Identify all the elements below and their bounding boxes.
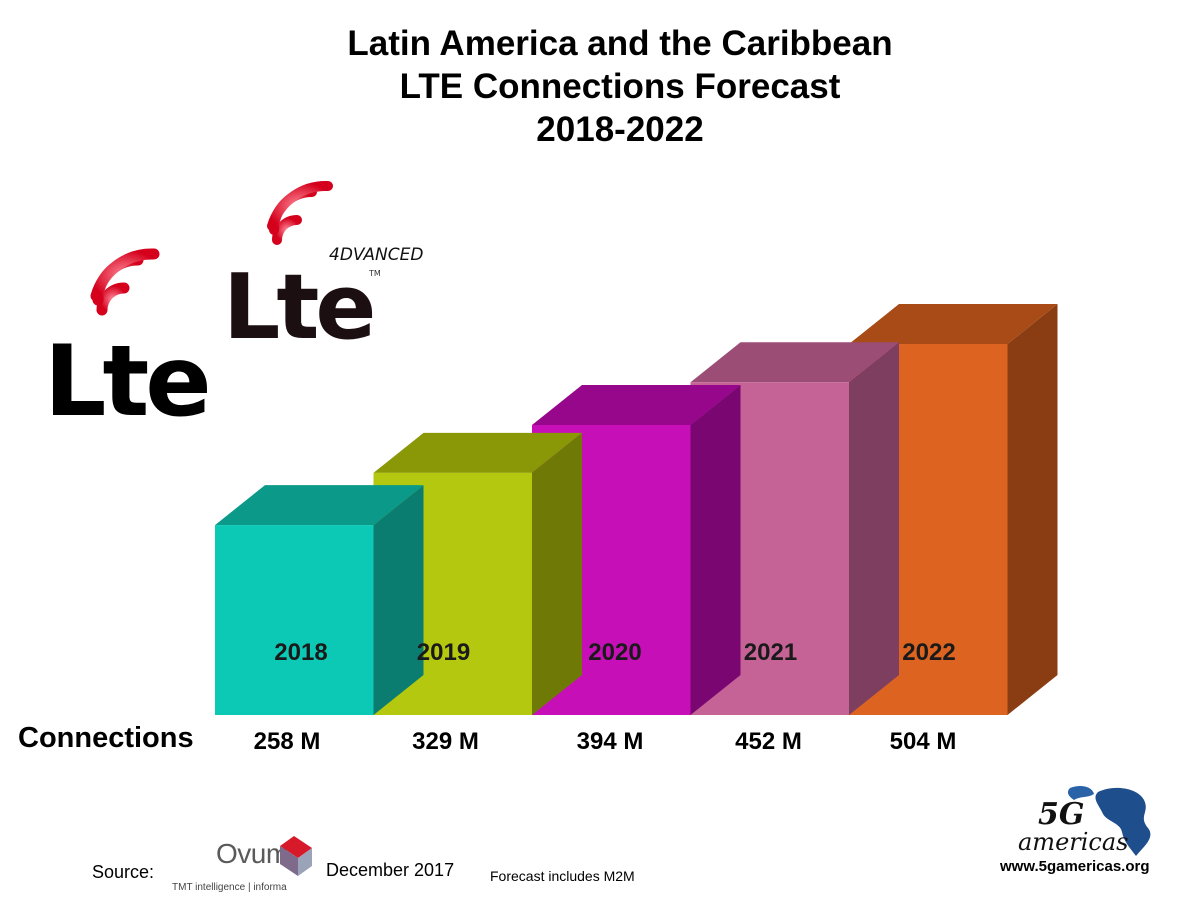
bar-top-face bbox=[849, 304, 1058, 345]
year-label-2019: 2019 bbox=[417, 639, 470, 666]
bar-front-face bbox=[215, 525, 374, 715]
value-label-2022: 504 M bbox=[890, 728, 957, 755]
year-label-2022: 2022 bbox=[902, 639, 955, 666]
value-label-2020: 394 M bbox=[577, 728, 644, 755]
bar-2018 bbox=[215, 485, 424, 715]
svg-text:5G: 5G bbox=[1038, 797, 1085, 832]
ovum-mark-icon bbox=[280, 836, 312, 876]
lte-advanced-logo: 4DVANCED Lte TM bbox=[223, 180, 423, 360]
year-label-2018: 2018 bbox=[274, 639, 327, 666]
forecast-note: Forecast includes M2M bbox=[490, 868, 635, 884]
ovum-logo: Ovum TMT intelligence | informa bbox=[168, 832, 328, 896]
year-label-2020: 2020 bbox=[588, 639, 641, 666]
bar-side-face bbox=[1007, 304, 1058, 715]
bar-side-face bbox=[532, 432, 582, 715]
svg-text:americas: americas bbox=[1018, 828, 1128, 856]
title-line-1: Latin America and the Caribbean bbox=[347, 24, 893, 63]
bar-top-face bbox=[690, 342, 899, 383]
value-label-2021: 452 M bbox=[735, 728, 802, 755]
bar-side-face bbox=[373, 485, 424, 715]
bar-side-face bbox=[849, 342, 899, 715]
bar-top-face bbox=[373, 432, 582, 473]
bar-top-face bbox=[532, 384, 741, 425]
title-line-2: LTE Connections Forecast bbox=[399, 67, 841, 106]
bar-side-face bbox=[690, 384, 741, 715]
5g-americas-logo: 5G americas bbox=[1018, 786, 1151, 856]
source-date: December 2017 bbox=[326, 860, 455, 880]
bar-top-face bbox=[215, 485, 424, 526]
chart-title: Latin America and the Caribbean LTE Conn… bbox=[0, 22, 1200, 151]
svg-text:Lte: Lte bbox=[223, 255, 372, 360]
ovum-name: Ovum bbox=[216, 838, 289, 869]
value-label-2018: 258 M bbox=[254, 728, 321, 755]
lte-logo: Lte bbox=[44, 248, 212, 430]
value-label-2019: 329 M bbox=[412, 728, 479, 755]
ovum-tagline: TMT intelligence | informa bbox=[172, 882, 287, 893]
title-line-3: 2018-2022 bbox=[536, 110, 704, 149]
source-label: Source: bbox=[92, 862, 155, 882]
svg-text:4DVANCED: 4DVANCED bbox=[329, 245, 423, 265]
website-url: www.5gamericas.org bbox=[1000, 858, 1150, 875]
connections-row-label: Connections bbox=[18, 722, 194, 754]
svg-text:TM: TM bbox=[368, 269, 381, 278]
svg-text:Lte: Lte bbox=[44, 325, 208, 430]
year-label-2021: 2021 bbox=[744, 639, 797, 666]
